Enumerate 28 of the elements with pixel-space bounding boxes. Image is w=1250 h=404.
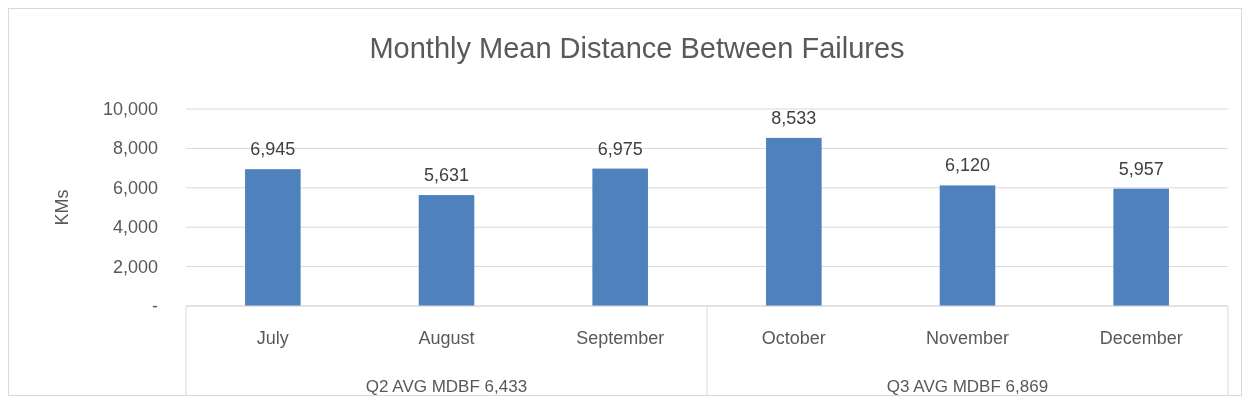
y-tick-label: 6,000 xyxy=(112,177,158,198)
chart-title: Monthly Mean Distance Between Failures xyxy=(369,32,905,64)
bar xyxy=(245,169,301,306)
x-tick-label: November xyxy=(925,328,1010,348)
text: Q2 AVG MDBF 6,433 xyxy=(365,377,528,396)
y-tick-label: 2,000 xyxy=(112,256,158,277)
y-tick-label: 10,000 xyxy=(102,99,158,119)
data-label: 5,631 xyxy=(423,165,470,186)
x-tick-label: August xyxy=(418,328,475,348)
y-axis-title: KMs xyxy=(52,189,72,226)
x-tick-label: October xyxy=(761,328,826,348)
y-tick-label: 4,000 xyxy=(112,217,158,238)
y-tick-label: - xyxy=(152,296,158,316)
bar xyxy=(418,195,475,306)
data-label: 6,120 xyxy=(944,155,991,176)
bar xyxy=(592,168,648,306)
data-label: 8,533 xyxy=(771,107,817,128)
data-label: 6,975 xyxy=(597,138,643,159)
bar xyxy=(1113,188,1169,306)
data-label: 6,945 xyxy=(250,139,296,160)
data-label: 5,957 xyxy=(1118,158,1164,179)
y-tick-label: 8,000 xyxy=(112,138,158,159)
x-tick-label: July xyxy=(256,328,289,348)
x-tick-label: December xyxy=(1099,328,1183,348)
bar xyxy=(766,137,822,306)
x-tick-label: September xyxy=(576,328,665,348)
text: Q3 AVG MDBF 6,869 xyxy=(886,377,1049,396)
bar xyxy=(939,185,996,306)
